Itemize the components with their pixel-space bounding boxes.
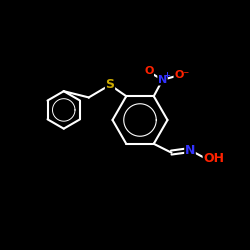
Text: N: N <box>158 75 167 85</box>
Text: +: + <box>163 71 170 80</box>
Text: OH: OH <box>203 152 224 165</box>
Text: O⁻: O⁻ <box>174 70 190 80</box>
Text: S: S <box>106 78 114 92</box>
Text: N: N <box>185 144 195 156</box>
Text: O: O <box>144 66 154 76</box>
